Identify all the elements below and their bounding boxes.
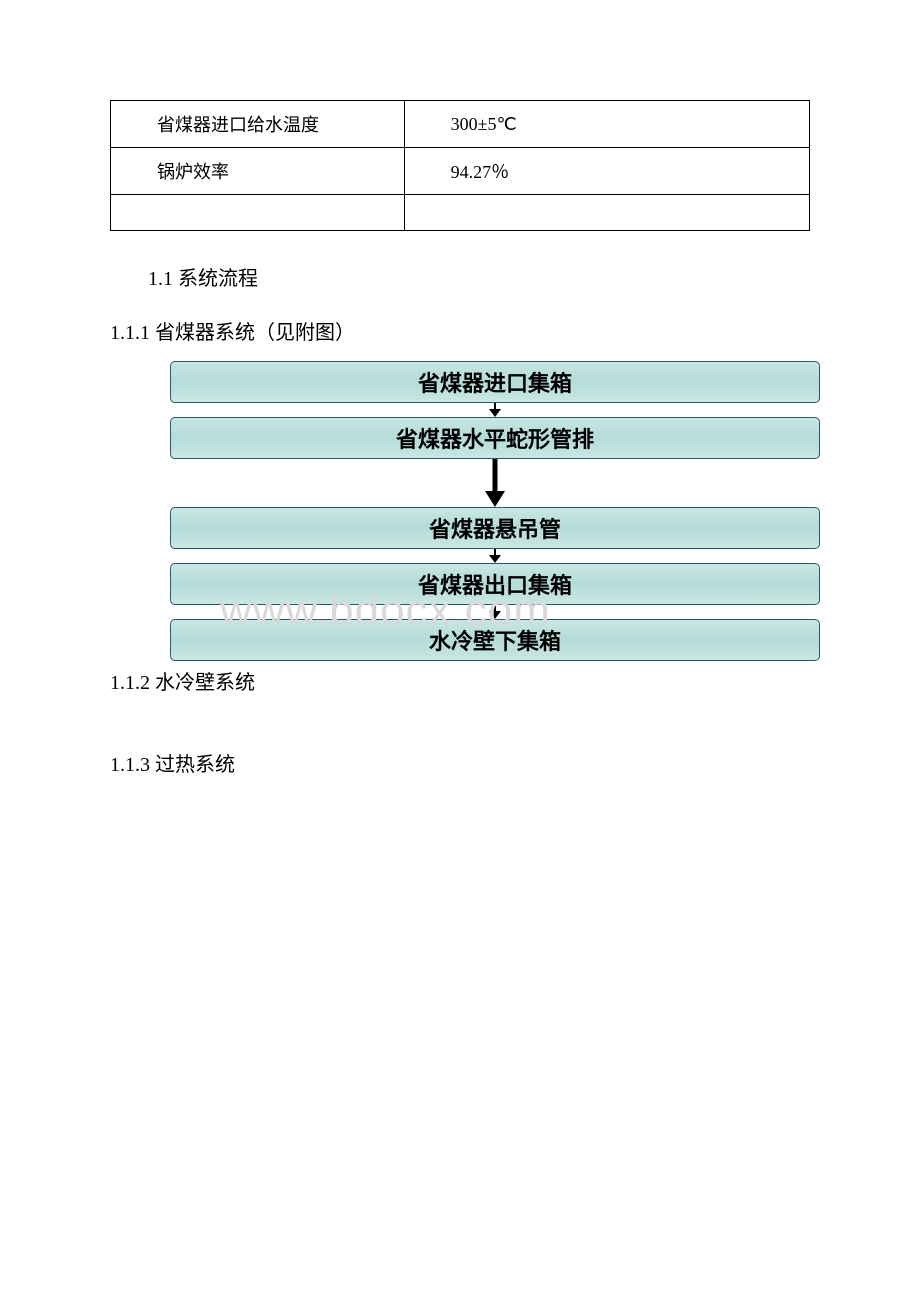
parameters-table: 省煤器进口给水温度 300±5℃ 锅炉效率 94.27％ <box>110 100 810 231</box>
flow-box-suspension-tubes: 省煤器悬吊管 <box>170 507 820 549</box>
watermark-text: www.bdocx.com <box>220 586 551 636</box>
section-heading-1-1: 1.1 系统流程 <box>148 261 810 297</box>
param-label: 省煤器进口给水温度 <box>111 101 405 148</box>
section-heading-1-1-3: 1.1.3 过热系统 <box>110 747 810 783</box>
param-value: 94.27％ <box>404 148 809 195</box>
flow-arrow-icon <box>170 549 820 563</box>
table-row: 省煤器进口给水温度 300±5℃ <box>111 101 810 148</box>
table-row: 锅炉效率 94.27％ <box>111 148 810 195</box>
table-row-empty <box>111 195 810 231</box>
empty-cell <box>404 195 809 231</box>
flow-box-inlet-header: 省煤器进口集箱 <box>170 361 820 403</box>
section-heading-1-1-1: 1.1.1 省煤器系统（见附图） <box>110 315 810 351</box>
param-label: 锅炉效率 <box>111 148 405 195</box>
flow-arrow-icon <box>170 403 820 417</box>
param-value: 300±5℃ <box>404 101 809 148</box>
flow-arrow-big-icon <box>170 459 820 507</box>
section-heading-1-1-2: 1.1.2 水冷壁系统 <box>110 665 810 701</box>
flow-box-serpentine-tubes: 省煤器水平蛇形管排 <box>170 417 820 459</box>
empty-cell <box>111 195 405 231</box>
